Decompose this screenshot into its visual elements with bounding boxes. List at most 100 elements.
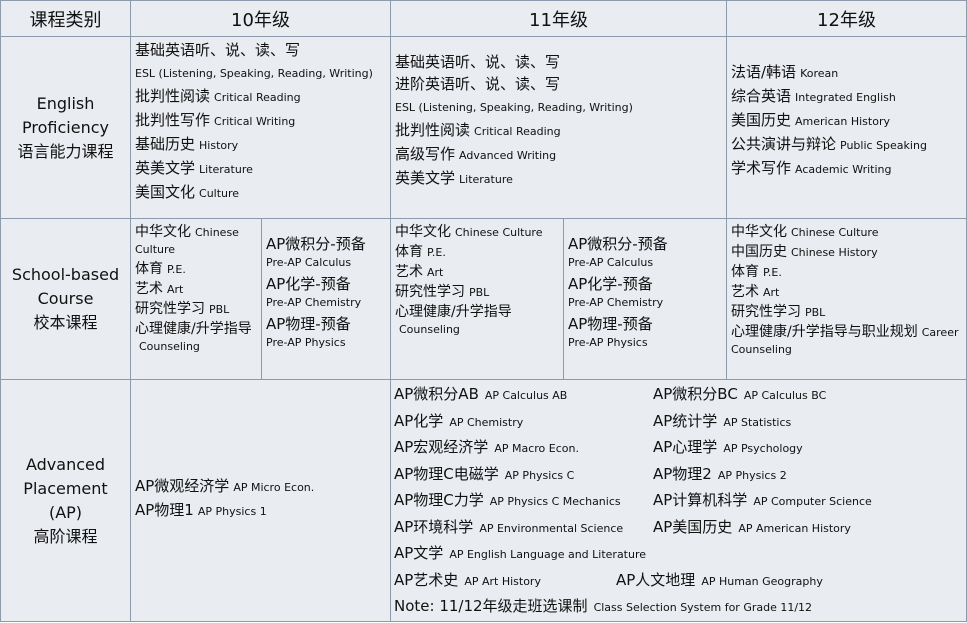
course-name-cn: 批判性写作 bbox=[135, 111, 211, 129]
course-name-cn: 综合英语 bbox=[731, 87, 792, 105]
course-item: 基础英语听、说、读、写 bbox=[395, 51, 722, 73]
course-name-en: AP Physics 2 bbox=[717, 468, 787, 482]
course-name-en: Career Counseling bbox=[731, 326, 959, 356]
course-name-en: AP Calculus BC bbox=[743, 389, 827, 402]
course-item: AP化学-预备 Pre-AP Chemistry bbox=[266, 273, 386, 310]
course-name-cn: 美国历史 bbox=[731, 111, 792, 129]
course-name-cn: 体育 bbox=[135, 261, 163, 277]
course-item: 艺术 Art bbox=[731, 284, 962, 301]
course-item: AP微积分-预备 Pre-AP Calculus bbox=[568, 233, 722, 270]
course-name-en: AP Statistics bbox=[723, 415, 792, 429]
course-name-en: AP Calculus AB bbox=[484, 389, 568, 402]
course-name-cn: AP微积分AB bbox=[394, 385, 479, 403]
header-grade-10-text: 10年级 bbox=[231, 9, 290, 31]
course-item: AP微积分AB AP Calculus AB bbox=[394, 384, 649, 406]
school-grade-12: 中华文化 Chinese Culture 中国历史 Chinese History 体育… bbox=[726, 218, 967, 380]
course-name-cn: 艺术 bbox=[395, 264, 423, 280]
ap-grade-10: AP微观经济学 AP Micro Econ. AP物理1 AP Physics 1 bbox=[130, 379, 391, 622]
course-name-cn: 英美文学 bbox=[135, 159, 196, 177]
header-grade-10: 10年级 bbox=[130, 0, 391, 37]
course-name-cn: AP微积分-预备 bbox=[266, 235, 366, 253]
course-name-cn: AP微积分BC bbox=[653, 385, 738, 403]
course-item: AP化学-预备 Pre-AP Chemistry bbox=[568, 273, 722, 310]
course-name-en: AP Psychology bbox=[723, 442, 803, 455]
header-grade-12-text: 12年级 bbox=[817, 9, 876, 31]
course-item: AP美国历史 AP American History bbox=[653, 517, 960, 539]
course-name-cn: 批判性阅读 bbox=[395, 121, 471, 139]
course-item: 进阶英语听、说、读、写 bbox=[395, 73, 722, 95]
course-name-en: Counseling bbox=[399, 323, 460, 336]
course-name-en: Chinese Culture bbox=[791, 226, 879, 239]
course-name-cn: AP心理学 bbox=[653, 438, 718, 456]
course-item: AP化学 AP Chemistry bbox=[394, 411, 649, 433]
course-name-en: AP Physics C bbox=[504, 468, 575, 482]
course-name-cn: 基础历史 bbox=[135, 135, 196, 153]
course-name-en: Chinese Culture bbox=[135, 226, 239, 256]
course-item: AP环境科学 AP Environmental Science bbox=[394, 517, 649, 539]
course-name-cn: 公共演讲与辩论 bbox=[731, 135, 837, 153]
course-name-en: History bbox=[199, 139, 239, 152]
course-name-cn: AP微观经济学 bbox=[135, 477, 230, 495]
category-school: School-based Course 校本课程 bbox=[0, 218, 131, 380]
course-item: 基础历史 History bbox=[135, 133, 386, 157]
course-name-en: AP American History bbox=[738, 521, 851, 535]
course-name-en: Public Speaking bbox=[840, 139, 927, 152]
course-name-en: Korean bbox=[800, 67, 839, 80]
course-name-en: ESL (Listening, Speaking, Reading, Writi… bbox=[395, 101, 633, 114]
course-name-cn: 学术写作 bbox=[731, 159, 792, 177]
course-item: 体育 P.E. bbox=[731, 264, 962, 281]
course-name-cn: 艺术 bbox=[135, 281, 163, 297]
course-item: AP物理-预备 Pre-AP Physics bbox=[266, 313, 386, 350]
course-name-cn: 体育 bbox=[731, 264, 759, 280]
course-item: AP物理C力学 AP Physics C Mechanics bbox=[394, 490, 649, 512]
course-item: 研究性学习 PBL bbox=[731, 304, 962, 321]
course-name-en: Chinese Culture bbox=[455, 226, 543, 239]
course-name-cn: 美国文化 bbox=[135, 183, 196, 201]
course-name-cn: 中华文化 bbox=[395, 224, 451, 240]
course-name-en: Advanced Writing bbox=[459, 149, 557, 162]
header-grade-11: 11年级 bbox=[390, 0, 727, 37]
course-name-en: Pre-AP Calculus bbox=[568, 256, 654, 269]
category-ap: Advanced Placement (AP) 高阶课程 bbox=[0, 379, 131, 622]
course-item: 心理健康/升学指导 Counseling bbox=[395, 304, 559, 338]
course-name-cn: 心理健康/升学指导 bbox=[395, 304, 512, 320]
course-item: 美国文化 Culture bbox=[135, 181, 386, 205]
school-grade-10-a: 中华文化 Chinese Culture 体育 P.E. 艺术 Art 研究性学习 PBL 心理… bbox=[130, 218, 262, 380]
course-name-en: Culture bbox=[199, 187, 240, 200]
course-item: 综合英语 Integrated English bbox=[731, 85, 962, 109]
school-grade-10-b: AP微积分-预备 Pre-AP Calculus AP化学-预备 Pre-AP Che… bbox=[261, 218, 391, 380]
course-item: 学术写作 Academic Writing bbox=[731, 157, 962, 181]
course-item: ESL (Listening, Speaking, Reading, Writi… bbox=[395, 95, 722, 119]
course-name-cn: 体育 bbox=[395, 244, 423, 260]
course-name-en: P.E. bbox=[167, 263, 186, 276]
course-item: AP人文地理 AP Human Geography bbox=[616, 570, 960, 592]
course-name-cn: 中华文化 bbox=[135, 224, 191, 240]
course-name-en: PBL bbox=[209, 303, 230, 316]
course-item: ESL (Listening, Speaking, Reading, Writi… bbox=[135, 61, 386, 85]
course-name-cn: AP环境科学 bbox=[394, 517, 474, 536]
course-item: 心理健康/升学指导 Counseling bbox=[135, 321, 257, 355]
course-name-cn: 进阶英语听、说、读、写 bbox=[395, 75, 561, 93]
course-name-en: AP Macro Econ. bbox=[494, 442, 579, 455]
course-item: AP物理2 AP Physics 2 bbox=[653, 464, 960, 486]
course-name-en: Pre-AP Physics bbox=[568, 336, 648, 349]
english-grade-10: 基础英语听、说、读、写 ESL (Listening, Speaking, Rea… bbox=[130, 36, 391, 219]
course-name-en: Literature bbox=[199, 163, 253, 176]
course-item: 英美文学 Literature bbox=[395, 167, 722, 191]
course-item: AP文学 AP English Language and Literature bbox=[394, 543, 959, 565]
ap-grade-11-12: AP微积分AB AP Calculus AB AP微积分BC AP Calculus … bbox=[390, 379, 967, 622]
category-label-en: Advanced Placement (AP) bbox=[23, 454, 108, 522]
course-name-en: PBL bbox=[805, 306, 826, 319]
course-item: 高级写作 Advanced Writing bbox=[395, 143, 722, 167]
course-name-cn: 批判性阅读 bbox=[135, 87, 211, 105]
course-name-en: AP Computer Science bbox=[753, 495, 872, 508]
course-item: AP微积分-预备 Pre-AP Calculus bbox=[266, 233, 386, 270]
course-item: 批判性阅读 Critical Reading bbox=[395, 119, 722, 143]
course-item: AP宏观经济学 AP Macro Econ. bbox=[394, 437, 649, 459]
course-name-cn: AP文学 bbox=[394, 544, 444, 562]
course-name-en: Academic Writing bbox=[795, 163, 892, 176]
course-name-cn: AP微积分-预备 bbox=[568, 235, 668, 253]
course-name-cn: 研究性学习 bbox=[135, 301, 205, 317]
course-item: AP艺术史 AP Art History bbox=[394, 570, 612, 592]
course-name-en: Critical Reading bbox=[214, 91, 301, 104]
